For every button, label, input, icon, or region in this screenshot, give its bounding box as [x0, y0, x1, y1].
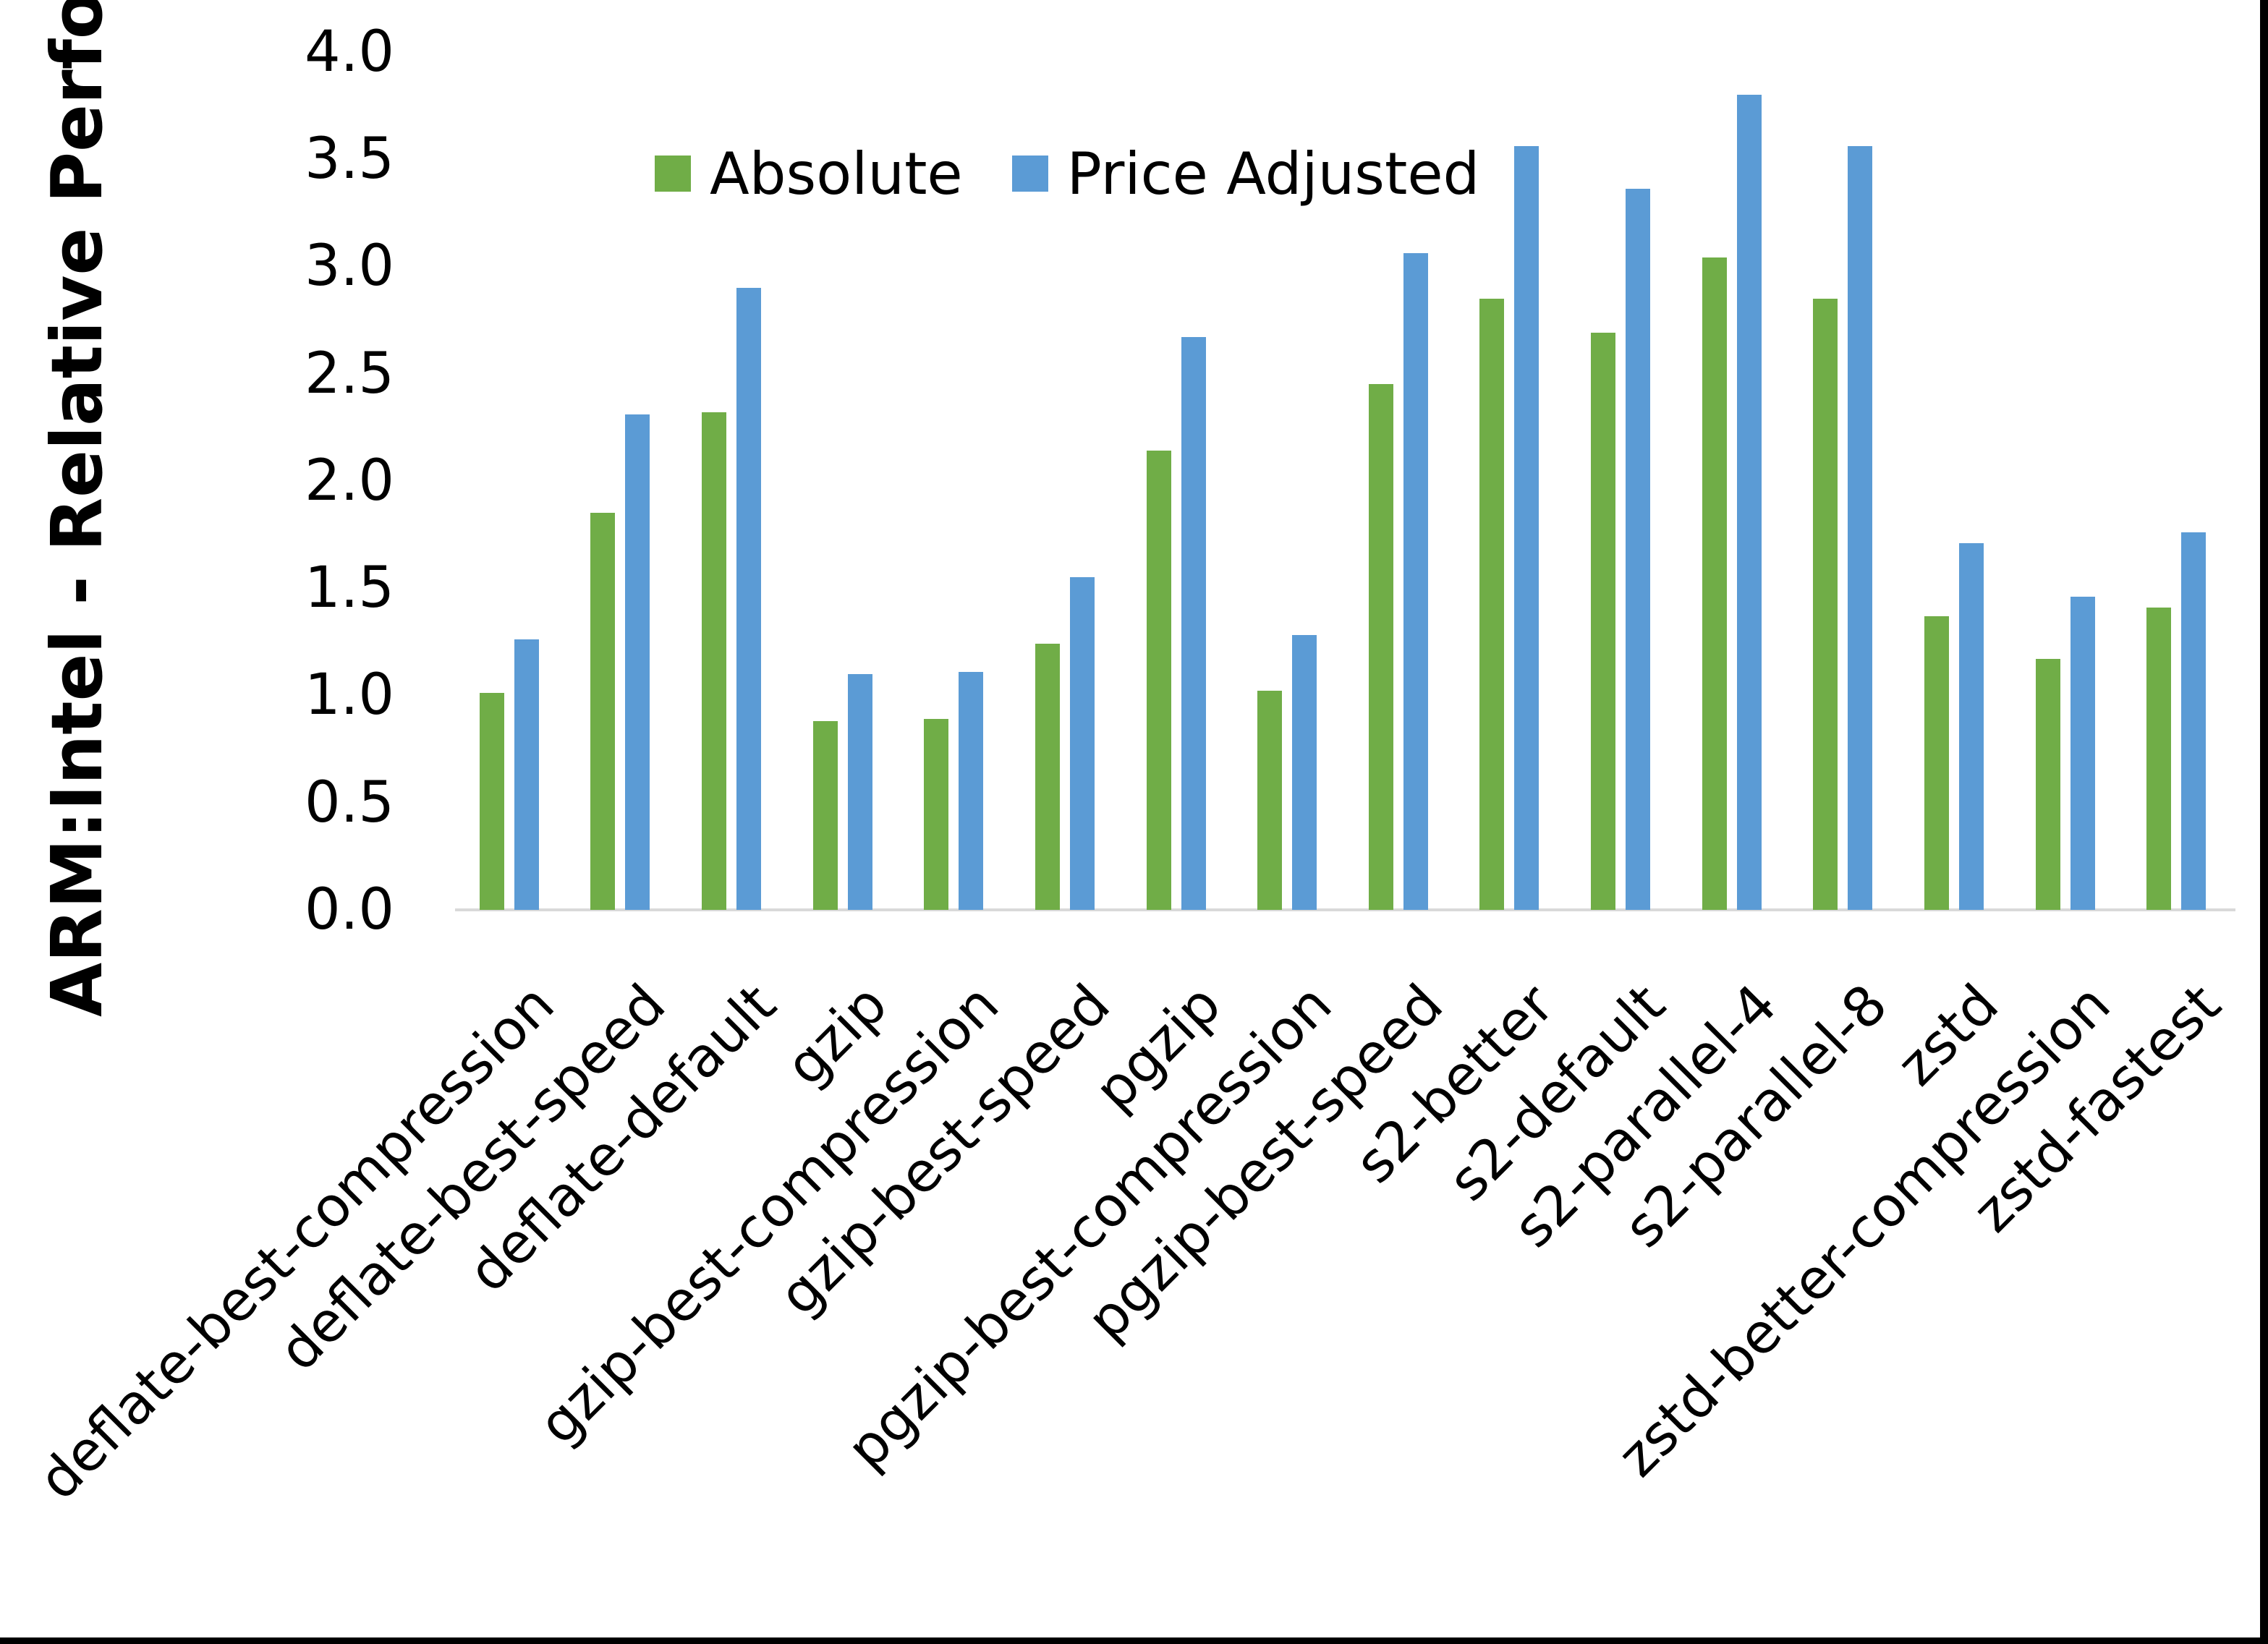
legend-label: Absolute	[710, 140, 963, 208]
bar-price-adjusted	[1736, 94, 1762, 910]
bar-price-adjusted	[959, 671, 984, 910]
y-tick-label: 0.0	[304, 877, 394, 942]
bar-price-adjusted	[1292, 635, 1317, 910]
bar-absolute	[924, 719, 949, 910]
bar-price-adjusted	[1626, 189, 1651, 910]
bar-absolute	[1257, 691, 1283, 910]
bar-absolute	[1702, 257, 1727, 910]
legend-swatch-icon	[1011, 156, 1048, 192]
bar-absolute	[590, 513, 616, 910]
legend-item-absolute: Absolute	[655, 140, 963, 208]
y-tick-label: 1.5	[304, 555, 394, 621]
bar-price-adjusted	[1514, 146, 1539, 910]
legend-swatch-icon	[655, 156, 691, 192]
bar-absolute	[1924, 616, 1949, 910]
frame-border-bottom	[0, 1637, 2268, 1644]
y-tick-label: 1.0	[304, 663, 394, 728]
y-tick-label: 4.0	[304, 19, 394, 85]
bar-absolute	[2035, 658, 2060, 910]
bar-absolute	[479, 693, 504, 910]
y-tick-label: 0.5	[304, 770, 394, 835]
bar-price-adjusted	[1181, 337, 1206, 910]
bar-absolute	[1146, 451, 1171, 910]
bar-absolute	[2146, 607, 2172, 910]
bar-price-adjusted	[1403, 253, 1428, 910]
bar-price-adjusted	[625, 414, 650, 910]
y-tick-label: 3.5	[304, 126, 394, 192]
frame-border-right	[2260, 0, 2268, 1644]
bar-absolute	[1591, 333, 1616, 910]
legend: Absolute Price Adjusted	[655, 132, 1479, 216]
legend-label: Price Adjusted	[1066, 140, 1480, 208]
y-axis-title: ARM:Intel - Relative Performance	[36, 0, 118, 1017]
bar-price-adjusted	[736, 287, 762, 910]
bar-absolute	[812, 720, 838, 910]
x-axis-line	[455, 908, 2235, 911]
bar-price-adjusted	[514, 639, 539, 910]
bar-absolute	[1035, 644, 1060, 910]
bar-absolute	[702, 412, 727, 910]
bar-price-adjusted	[1848, 146, 1873, 910]
bar-absolute	[1479, 298, 1505, 910]
bar-price-adjusted	[1958, 542, 1984, 910]
bar-absolute	[1368, 384, 1393, 910]
y-tick-label: 2.0	[304, 448, 394, 514]
bar-price-adjusted	[2070, 596, 2095, 910]
y-tick-label: 3.0	[304, 234, 394, 299]
bar-price-adjusted	[847, 673, 872, 910]
legend-item-price-adjusted: Price Adjusted	[1011, 140, 1480, 208]
bar-price-adjusted	[2181, 532, 2207, 910]
bar-price-adjusted	[1069, 577, 1095, 910]
y-tick-label: 2.5	[304, 341, 394, 406]
bar-absolute	[1813, 298, 1838, 910]
